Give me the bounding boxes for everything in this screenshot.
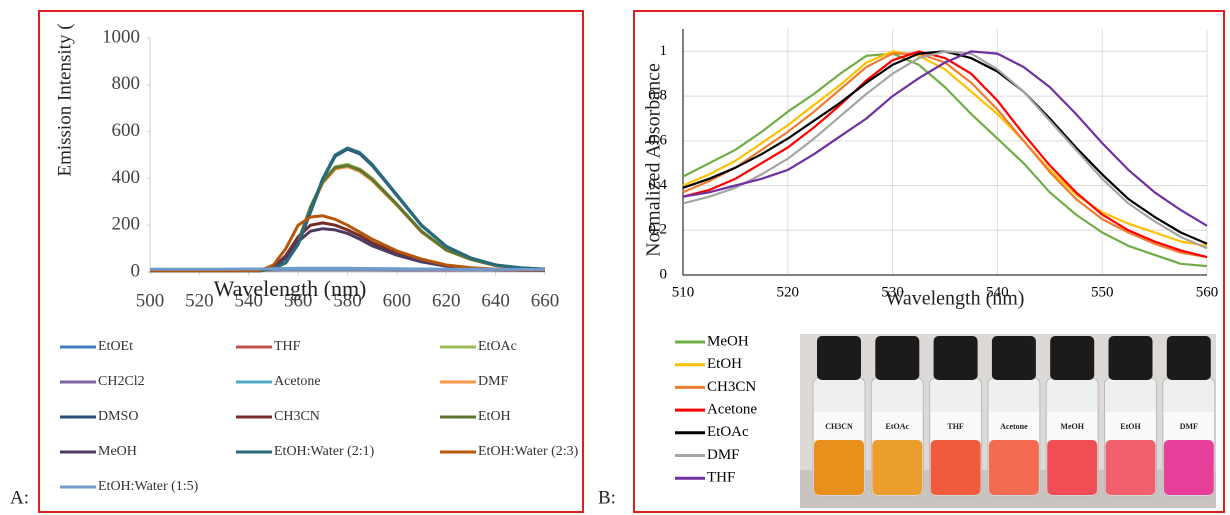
legend-label: EtOAc <box>707 424 749 440</box>
x-tick-label: 540 <box>986 284 1009 300</box>
legend-label: DMF <box>478 374 509 389</box>
data-line <box>150 164 546 273</box>
x-tick-label: 510 <box>672 284 695 300</box>
x-tick-label: 520 <box>185 290 214 311</box>
legend-label: MeOH <box>98 444 137 459</box>
y-tick-label: 0.2 <box>648 222 667 238</box>
vial-label-text: EtOAc <box>886 422 910 431</box>
chart: 0 0.2 0.4 0.6 0.8 1 510 520 530 540 550 560 Normaliz… <box>643 29 1219 486</box>
legend-label: EtOH:Water (2:3) <box>478 444 579 459</box>
x-tick-label: 530 <box>881 284 904 300</box>
legend-label: Acetone <box>707 402 757 418</box>
legend-label: THF <box>274 339 301 354</box>
data-line <box>150 165 546 273</box>
vial-cap <box>875 336 920 380</box>
legend-label: EtOAc <box>478 339 517 354</box>
x-axis-title: Wavelength (nm) <box>214 276 367 301</box>
vial-liquid <box>988 440 1039 495</box>
data-line <box>682 50 1208 245</box>
y-tick-label: 1000 <box>102 26 140 47</box>
vial-label <box>930 412 981 440</box>
x-tick-label: 580 <box>333 290 362 311</box>
vial-cap <box>1108 336 1153 380</box>
vial-cap <box>933 336 978 380</box>
legend-label: CH3CN <box>707 379 756 395</box>
panel-frame <box>38 10 584 513</box>
legend-label: DMF <box>707 447 740 463</box>
x-tick-label: 660 <box>531 290 560 311</box>
vial-label-text: EtOH <box>1120 422 1141 431</box>
vial-liquid <box>1047 440 1098 495</box>
vial-label-text: CH3CN <box>825 422 853 431</box>
y-tick-label: 0 <box>131 260 141 281</box>
panel-frame <box>633 10 1225 513</box>
x-tick-label: 550 <box>1091 284 1114 300</box>
vial-cap <box>991 336 1036 380</box>
y-tick-label: 600 <box>112 120 141 141</box>
y-axis-title: Normalized Absorbance <box>643 63 665 257</box>
y-tick-label: 0.6 <box>648 132 667 148</box>
vial-label-text: Acetone <box>1000 422 1028 431</box>
legend-label: EtOH <box>707 356 742 372</box>
x-tick-label: 560 <box>1196 284 1219 300</box>
vial-label <box>814 412 864 440</box>
vial-liquid <box>872 440 923 495</box>
y-tick-label: 0.8 <box>648 88 667 104</box>
vial-label-text: DMF <box>1180 422 1198 431</box>
vial-liquid <box>1163 440 1214 495</box>
x-tick-label: 500 <box>136 290 165 311</box>
chart: 0 200 400 600 800 1000 500 520 540 560 580 600 620 64… <box>54 23 578 494</box>
legend-label: EtOH <box>478 409 511 424</box>
legend-label: THF <box>707 470 735 486</box>
y-tick-label: 0 <box>660 266 668 282</box>
data-line <box>682 50 1208 227</box>
x-tick-label: 540 <box>235 290 264 311</box>
vial-cap <box>1166 336 1211 380</box>
y-tick-label: 0.4 <box>648 177 667 193</box>
legend-label: CH2Cl2 <box>98 374 145 389</box>
x-tick-label: 520 <box>777 284 800 300</box>
vial-label <box>1163 412 1214 440</box>
x-tick-label: 640 <box>481 290 510 311</box>
vial-photo: CH3CN EtOAc THF Acetone MeOH EtOH DMF <box>800 334 1216 508</box>
data-line <box>682 52 1208 268</box>
data-line <box>682 50 1208 259</box>
panel-label: A: <box>10 487 29 508</box>
vial-liquid <box>1105 440 1156 495</box>
y-tick-label: 800 <box>112 73 141 94</box>
vial-label <box>872 412 923 440</box>
vial-cap <box>1050 336 1095 380</box>
legend-label: CH3CN <box>274 409 320 424</box>
y-tick-label: 200 <box>112 214 141 235</box>
x-tick-label: 620 <box>432 290 461 311</box>
y-tick-label: 400 <box>112 167 141 188</box>
legend-label: Acetone <box>274 374 321 389</box>
x-tick-label: 600 <box>383 290 412 311</box>
vial-cap <box>817 336 861 380</box>
vial-label <box>1105 412 1156 440</box>
x-tick-label: 560 <box>284 290 313 311</box>
vial-label-text: THF <box>947 422 964 431</box>
y-axis-title: Emission Intensity ( <box>54 23 75 176</box>
legend-label: EtOEt <box>98 339 133 354</box>
legend-label: EtOH:Water (1:5) <box>98 479 199 494</box>
data-line <box>682 50 1208 247</box>
vial-liquid <box>930 440 981 495</box>
panel-label: B: <box>598 487 616 508</box>
legend-label: EtOH:Water (2:1) <box>274 444 375 459</box>
legend-label: DMSO <box>98 409 138 424</box>
data-line <box>682 50 1208 250</box>
data-line <box>150 214 546 273</box>
legend-label: MeOH <box>707 333 749 349</box>
x-axis-title: Wavelength (nm) <box>886 288 1025 310</box>
vial-label <box>988 412 1039 440</box>
vial-liquid <box>814 440 864 495</box>
data-line <box>150 266 546 272</box>
vial-label-text: MeOH <box>1060 422 1084 431</box>
vial-label <box>1047 412 1098 440</box>
y-tick-label: 1 <box>660 43 668 59</box>
data-line <box>150 162 546 273</box>
